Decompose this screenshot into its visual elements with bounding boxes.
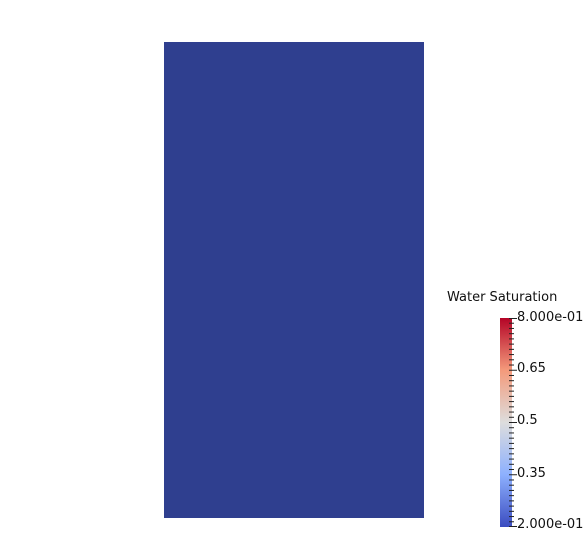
water-saturation-field[interactable] [164,42,424,518]
colorbar-label-min: 2.000e-01 [517,517,584,532]
colorbar-label-05: 0.5 [517,413,538,428]
colorbar-ticks [509,318,517,527]
legend-title: Water Saturation [447,290,558,305]
colorbar-label-035: 0.35 [517,466,546,481]
colorbar-label-065: 0.65 [517,361,546,376]
colorbar-label-max: 8.000e-01 [517,310,584,325]
